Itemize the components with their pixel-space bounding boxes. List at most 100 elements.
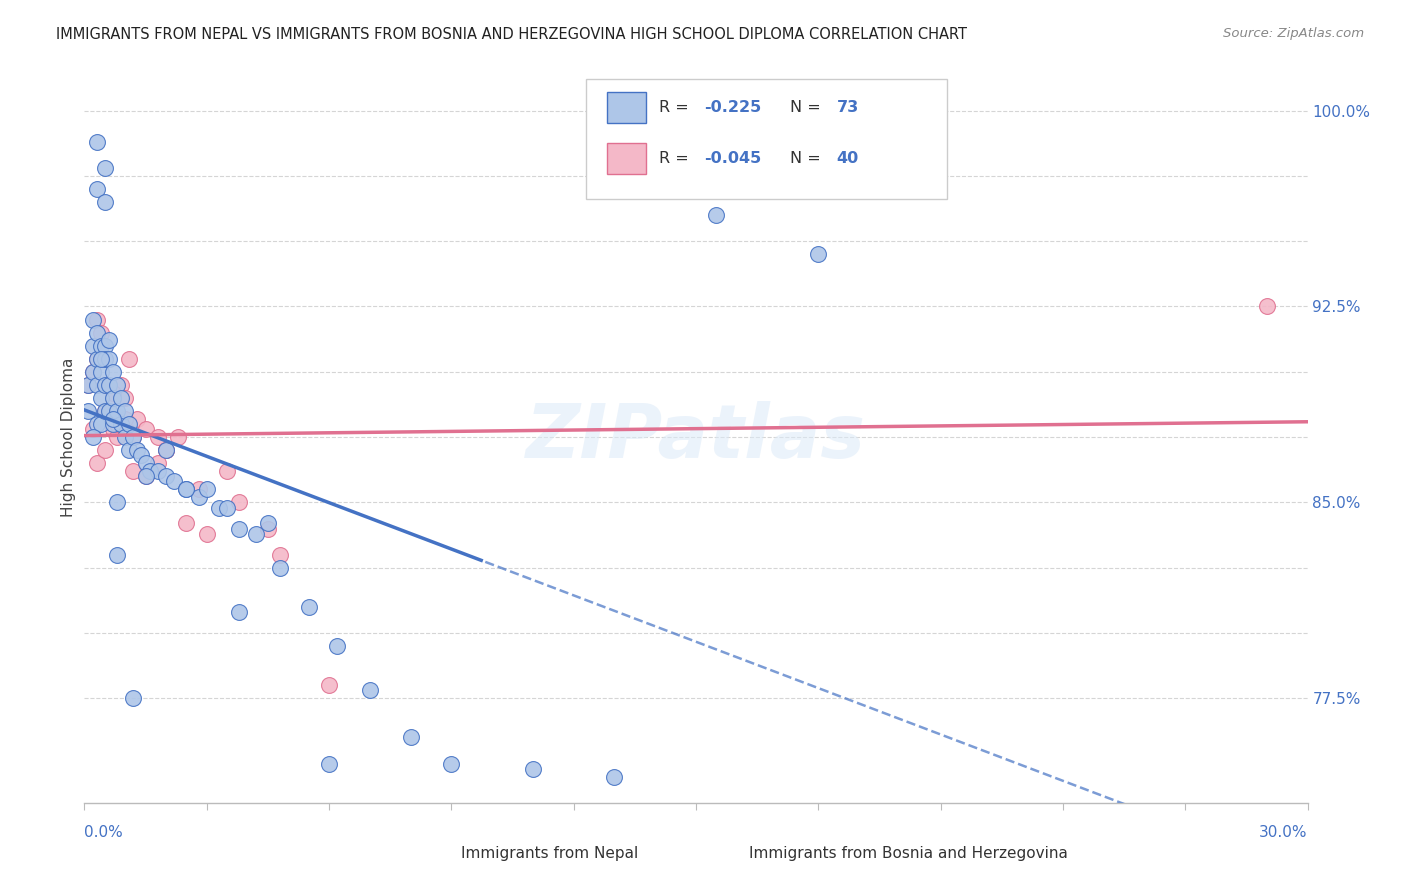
Point: [105, 404, 128, 418]
Point: [77, 377, 100, 392]
Text: IMMIGRANTS FROM NEPAL VS IMMIGRANTS FROM BOSNIA AND HERZEGOVINA HIGH SCHOOL DIPL: IMMIGRANTS FROM NEPAL VS IMMIGRANTS FROM…: [56, 27, 967, 42]
Point: [257, 522, 280, 536]
Point: [101, 365, 124, 379]
Point: [93, 339, 117, 353]
Point: [93, 443, 117, 458]
Point: [105, 377, 128, 392]
Point: [110, 377, 132, 392]
Point: [208, 500, 231, 515]
Text: Source: ZipAtlas.com: Source: ZipAtlas.com: [1223, 27, 1364, 40]
Point: [176, 483, 198, 497]
Text: 30.0%: 30.0%: [1260, 825, 1308, 840]
Point: [155, 443, 177, 458]
Point: [101, 422, 124, 436]
Point: [257, 516, 280, 531]
Point: [269, 560, 291, 574]
Point: [82, 312, 104, 326]
Point: [1256, 300, 1278, 314]
Point: [101, 417, 124, 431]
Point: [167, 430, 190, 444]
Point: [146, 430, 169, 444]
Point: [135, 469, 157, 483]
Point: [101, 391, 124, 405]
Text: -0.045: -0.045: [704, 151, 762, 166]
Point: [93, 194, 117, 209]
Text: 73: 73: [837, 100, 859, 115]
Point: [82, 365, 104, 379]
Point: [399, 731, 422, 745]
Point: [90, 391, 112, 405]
Point: [97, 334, 120, 348]
Point: [105, 495, 128, 509]
Point: [118, 443, 141, 458]
Point: [82, 339, 104, 353]
Text: 0.0%: 0.0%: [84, 825, 124, 840]
Point: [122, 430, 145, 444]
Text: N =: N =: [790, 100, 827, 115]
Point: [131, 448, 153, 462]
Point: [155, 469, 177, 483]
Point: [93, 351, 117, 366]
Text: Immigrants from Nepal: Immigrants from Nepal: [461, 846, 638, 861]
Point: [101, 385, 124, 400]
Text: 40: 40: [837, 151, 859, 166]
Point: [146, 456, 169, 470]
Point: [86, 135, 108, 149]
Text: R =: R =: [659, 151, 695, 166]
Point: [187, 490, 209, 504]
Point: [97, 404, 120, 418]
Point: [807, 247, 830, 261]
Point: [195, 526, 218, 541]
Point: [82, 365, 104, 379]
Point: [97, 377, 120, 392]
Point: [176, 516, 198, 531]
Text: Immigrants from Bosnia and Herzegovina: Immigrants from Bosnia and Herzegovina: [748, 846, 1067, 861]
Point: [245, 526, 267, 541]
Point: [135, 456, 157, 470]
Point: [93, 404, 117, 418]
Point: [155, 443, 177, 458]
Point: [90, 326, 112, 340]
Point: [176, 483, 198, 497]
Point: [318, 756, 340, 771]
Point: [114, 411, 136, 425]
Point: [93, 377, 117, 392]
Point: [86, 377, 108, 392]
Point: [135, 469, 157, 483]
Point: [138, 464, 160, 478]
Point: [187, 483, 209, 497]
Point: [706, 208, 728, 222]
Point: [217, 464, 239, 478]
Point: [146, 464, 169, 478]
Point: [195, 483, 218, 497]
Point: [228, 605, 250, 619]
Point: [298, 599, 321, 614]
Point: [90, 351, 112, 366]
Text: ZIPatlas: ZIPatlas: [526, 401, 866, 474]
Point: [155, 443, 177, 458]
FancyBboxPatch shape: [606, 143, 645, 174]
Point: [326, 639, 349, 653]
Point: [93, 161, 117, 175]
Point: [359, 683, 381, 698]
Point: [86, 351, 108, 366]
Point: [118, 351, 141, 366]
Point: [90, 417, 112, 431]
Point: [97, 404, 120, 418]
Point: [114, 404, 136, 418]
Point: [86, 456, 108, 470]
Point: [163, 475, 186, 489]
Point: [127, 411, 149, 425]
Point: [86, 312, 108, 326]
Text: N =: N =: [790, 151, 827, 166]
Point: [122, 430, 145, 444]
Point: [122, 464, 145, 478]
Point: [318, 678, 340, 692]
Point: [105, 548, 128, 562]
Point: [86, 326, 108, 340]
FancyBboxPatch shape: [714, 841, 741, 865]
Point: [93, 404, 117, 418]
Point: [135, 422, 157, 436]
Point: [228, 495, 250, 509]
Point: [440, 756, 463, 771]
